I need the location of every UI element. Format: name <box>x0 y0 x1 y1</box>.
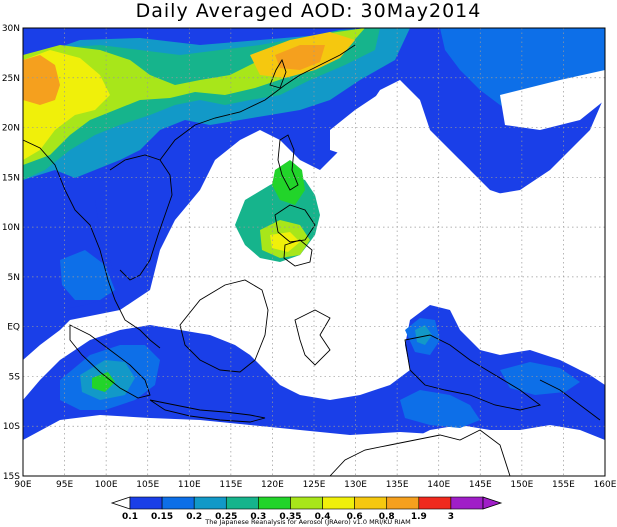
y-tick-label: 15N <box>2 173 20 183</box>
coastline-australia <box>329 429 511 477</box>
y-tick-label: 25N <box>2 74 20 84</box>
x-tick-label: 120E <box>261 480 284 490</box>
coastline-taiwan <box>269 58 287 89</box>
legend-swatch <box>161 496 195 510</box>
aod-region-teal-eq <box>415 325 432 345</box>
x-tick-label: 125E <box>303 480 326 490</box>
legend-label: 0.15 <box>151 512 173 522</box>
coastline-borneo <box>179 279 269 373</box>
coastline-mindanao <box>283 239 313 267</box>
aod-region-yellow-philippines <box>270 232 300 252</box>
aod-region-clear-central <box>150 262 420 390</box>
y-tick-label: 30N <box>2 24 20 34</box>
y-tick-label: 15S <box>3 472 20 482</box>
coastline-visayas <box>274 204 316 243</box>
aod-region-orange-northwest <box>23 55 60 105</box>
legend-label: 0.2 <box>186 512 202 522</box>
x-tick-label: 130E <box>344 480 367 490</box>
y-tick-label: 5N <box>8 273 20 283</box>
aod-region-blue-south <box>23 305 605 476</box>
y-tick-label: 20N <box>2 124 20 134</box>
legend-swatch <box>450 496 484 510</box>
legend-label: 3 <box>448 512 454 522</box>
x-tick-label: 160E <box>594 480 617 490</box>
coastline-china-south <box>159 44 356 161</box>
legend-label: 0.8 <box>379 512 395 522</box>
coastline-indochina <box>109 154 173 281</box>
aod-region-lightblue-west <box>60 250 115 300</box>
x-tick-label: 100E <box>95 480 118 490</box>
aod-region-clear-scs <box>160 150 275 300</box>
x-tick-label: 145E <box>469 480 492 490</box>
plot-frame <box>22 27 606 477</box>
legend-swatch <box>193 496 227 510</box>
legend-swatch <box>418 496 452 510</box>
y-tick-label: 10N <box>2 223 20 233</box>
x-tick-label: 140E <box>427 480 450 490</box>
aod-region-clear-northeast <box>500 70 605 130</box>
legend-arrow-high <box>482 496 503 510</box>
legend-label: 0.1 <box>122 512 138 522</box>
coastline-java <box>149 399 266 423</box>
x-tick-label: 90E <box>14 480 31 490</box>
aod-region-lightblue-png <box>400 390 480 428</box>
legend-label: 0.6 <box>347 512 363 522</box>
y-tick-label: 10S <box>3 422 20 432</box>
aod-region-clear-pacific <box>318 150 605 380</box>
aod-region-lightblue-east <box>500 362 580 395</box>
coastline-sulawesi <box>294 309 331 366</box>
legend-swatch <box>322 496 355 510</box>
legend-arrow-low <box>110 496 131 510</box>
x-tick-label: 155E <box>552 480 575 490</box>
coastline-sumatra <box>69 324 151 399</box>
y-tick-label: EQ <box>7 323 20 333</box>
aod-region-deeporange-northeast <box>275 45 325 70</box>
legend-swatch <box>354 496 388 510</box>
aod-region-green-luzon <box>272 160 305 205</box>
legend-label: 0.35 <box>279 512 301 522</box>
x-tick-label: 105E <box>136 480 159 490</box>
coastline-layer <box>22 44 601 477</box>
aod-region-green-sumatra <box>92 372 115 392</box>
x-tick-label: 150E <box>510 480 533 490</box>
x-tick-label: 110E <box>178 480 201 490</box>
legend-label: 0.3 <box>250 512 266 522</box>
legend-swatch <box>386 496 420 510</box>
y-tick-label: 5S <box>9 372 21 382</box>
color-legend: 0.1 0.15 0.2 0.25 0.3 0.35 0.4 0.6 0.8 1.9 3 <box>110 496 503 522</box>
coastline-islands-east <box>539 379 601 421</box>
coastline-asia <box>22 139 161 349</box>
x-tick-label: 95E <box>56 480 73 490</box>
map-title: Daily Averaged AOD: 30May2014 <box>135 0 482 22</box>
legend-label: 0.4 <box>315 512 331 522</box>
x-tick-label: 115E <box>219 480 242 490</box>
legend-swatch <box>258 496 291 510</box>
x-axis-ticks: 90E 95E 100E 105E 110E 115E 120E 125E 130E 135E 14… <box>14 480 616 490</box>
x-tick-label: 135E <box>386 480 409 490</box>
y-axis-ticks: 30N 25N 20N 15N 10N 5N EQ 5S 10S 15S <box>2 24 20 482</box>
aod-region-clear-south <box>23 415 605 476</box>
coastline-newguinea <box>404 334 542 411</box>
data-credit: The Japanese Reanalysis for Aerosol (JRA… <box>204 518 410 526</box>
aod-region-clear-pacific-top <box>330 90 405 155</box>
coastline-luzon <box>277 134 299 191</box>
legend-swatch <box>225 496 259 510</box>
legend-label: 1.9 <box>411 512 427 522</box>
legend-swatch <box>129 496 163 510</box>
aod-field-layer <box>23 28 605 476</box>
legend-swatch <box>290 496 323 510</box>
legend-label: 0.25 <box>215 512 237 522</box>
